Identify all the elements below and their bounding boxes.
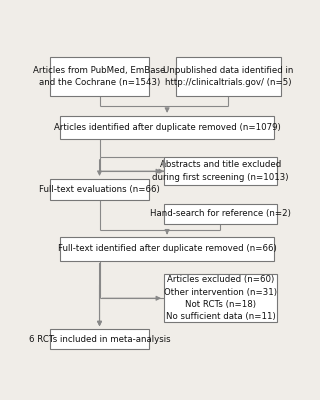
FancyBboxPatch shape bbox=[176, 57, 281, 96]
FancyBboxPatch shape bbox=[164, 204, 277, 224]
FancyBboxPatch shape bbox=[164, 157, 277, 185]
FancyBboxPatch shape bbox=[164, 274, 277, 322]
Text: Full-text identified after duplicate removed (n=66): Full-text identified after duplicate rem… bbox=[58, 244, 276, 254]
Text: Articles identified after duplicate removed (n=1079): Articles identified after duplicate remo… bbox=[54, 123, 280, 132]
Text: Abstracts and title excluded
during first screening (n=1013): Abstracts and title excluded during firs… bbox=[152, 160, 289, 182]
FancyBboxPatch shape bbox=[50, 329, 149, 349]
FancyBboxPatch shape bbox=[50, 179, 149, 200]
Text: Full-text evaluations (n=66): Full-text evaluations (n=66) bbox=[39, 185, 160, 194]
Text: Articles from PubMed, EmBase
and the Cochrane (n=1543): Articles from PubMed, EmBase and the Coc… bbox=[33, 66, 166, 87]
FancyBboxPatch shape bbox=[60, 238, 274, 260]
Text: Unpublished data identified in
http://clinicaltrials.gov/ (n=5): Unpublished data identified in http://cl… bbox=[163, 66, 294, 87]
Text: Hand-search for reference (n=2): Hand-search for reference (n=2) bbox=[150, 209, 291, 218]
FancyBboxPatch shape bbox=[60, 116, 274, 139]
Text: 6 RCTs included in meta-analysis: 6 RCTs included in meta-analysis bbox=[29, 335, 170, 344]
FancyBboxPatch shape bbox=[50, 57, 149, 96]
Text: Articles excluded (n=60)
Other intervention (n=31)
Not RCTs (n=18)
No sufficient: Articles excluded (n=60) Other intervent… bbox=[164, 275, 277, 322]
